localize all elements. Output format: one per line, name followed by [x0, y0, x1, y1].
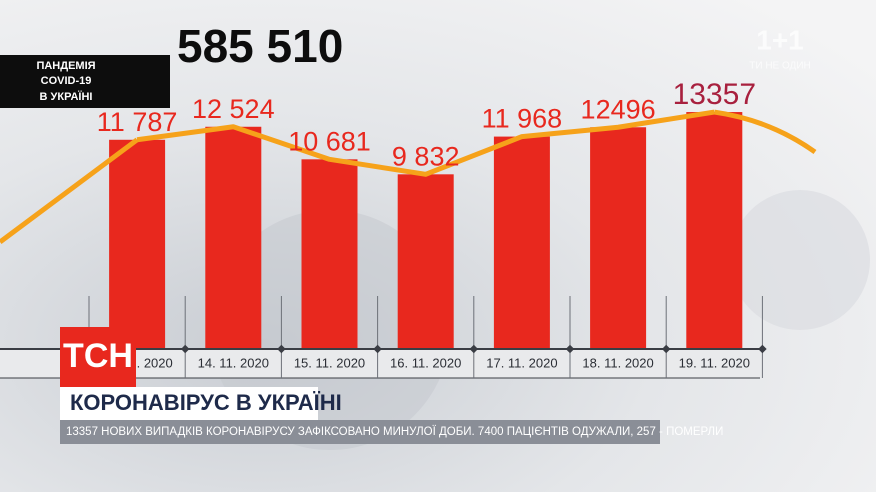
bar: [686, 112, 743, 348]
virus-shape: [730, 190, 870, 330]
x-tick-label: 17. 11. 2020: [486, 355, 557, 370]
separator-diamond: [565, 344, 575, 354]
headline-box: [60, 387, 318, 420]
x-tick-label: 18. 11. 2020: [582, 355, 653, 370]
x-tick-label: 14. 11. 2020: [198, 355, 269, 370]
headline: КОРОНАВІРУС В УКРАЇНІ: [70, 390, 342, 415]
value-label: 11 968: [482, 104, 563, 134]
tsn-logo-box: [60, 327, 136, 387]
trend-lead: [713, 109, 817, 155]
separator-diamond: [758, 344, 767, 354]
bar: [590, 127, 647, 348]
channel-slogan: ТИ НЕ ОДИН: [749, 61, 810, 72]
badge-line: ПАНДЕМІЯ: [36, 60, 95, 72]
badge-line: В УКРАЇНІ: [40, 90, 93, 103]
ticker-box: [60, 420, 660, 444]
value-label: 9 832: [392, 141, 460, 171]
badge-line: COVID-19: [41, 75, 92, 87]
value-label: 12 524: [192, 94, 275, 124]
channel-logo: 1+1: [756, 24, 804, 55]
separator-diamond: [180, 344, 190, 354]
value-label: 11 787: [97, 107, 178, 137]
ticker: 13357 НОВИХ ВИПАДКІВ КОРОНАВІРУСУ ЗАФІКС…: [66, 426, 723, 438]
x-tick-label: 15. 11. 2020: [294, 355, 365, 370]
separator-diamond: [277, 344, 286, 354]
value-label: 13357: [673, 78, 756, 111]
trend-line: [136, 109, 715, 177]
x-tick-label: 19. 11. 2020: [679, 355, 750, 370]
separator-diamond: [661, 344, 671, 354]
value-label: 12496: [581, 94, 656, 124]
x-tick-label: 16. 11. 2020: [390, 355, 461, 370]
value-label: 10 681: [288, 126, 371, 156]
separator-diamond: [373, 344, 382, 354]
tsn-logo: ТСН: [63, 337, 133, 375]
trend-lead: [0, 137, 139, 245]
bar: [109, 139, 166, 348]
total-cases: 585 510: [177, 20, 343, 72]
bar: [205, 126, 262, 348]
bar: [397, 174, 454, 348]
bar: [493, 136, 550, 348]
badge-box: [0, 55, 170, 108]
bar: [301, 159, 358, 348]
separator-diamond: [469, 344, 479, 354]
